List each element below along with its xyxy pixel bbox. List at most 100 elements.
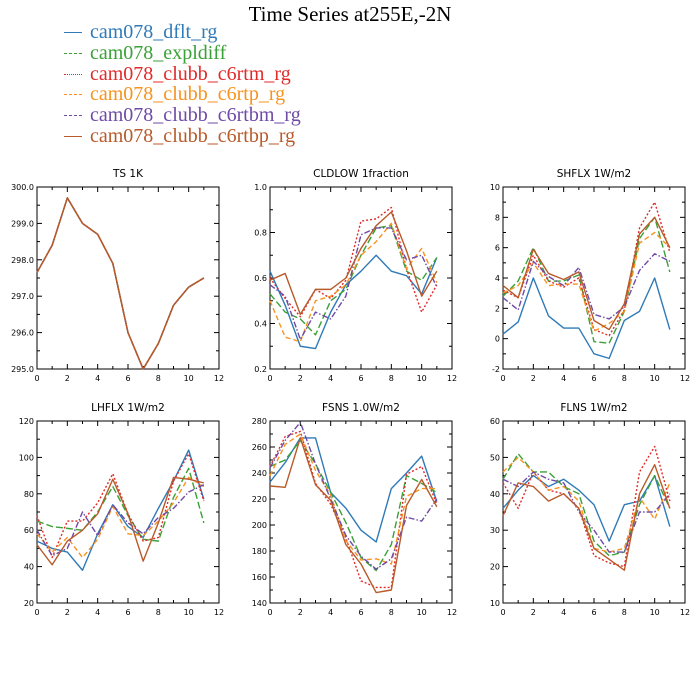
series-line-cam078_clubb_c6rtp_rg xyxy=(502,231,671,332)
legend-line-swatch xyxy=(64,52,82,54)
x-tick-label: 8 xyxy=(622,608,627,617)
x-tick-label: 10 xyxy=(417,608,427,617)
y-tick-label: 0.8 xyxy=(254,229,267,238)
x-tick-label: 4 xyxy=(328,374,333,383)
x-tick-label: 6 xyxy=(358,608,363,617)
y-tick-label: 20 xyxy=(490,563,500,572)
x-tick-label: 4 xyxy=(328,608,333,617)
series-line-cam078_clubb_c6rtm_rg xyxy=(36,197,205,370)
y-tick-label: 0.4 xyxy=(254,320,267,329)
y-tick-label: 200 xyxy=(252,521,267,530)
y-tick-label: 120 xyxy=(19,417,34,426)
series-line-cam078_expldiff xyxy=(269,439,438,572)
legend-line-swatch xyxy=(64,94,82,96)
y-tick-label: 1.0 xyxy=(254,183,267,192)
y-tick-label: 80 xyxy=(24,490,34,499)
series-line-cam078_clubb_c6rtbp_rg xyxy=(36,476,204,566)
x-tick-label: 4 xyxy=(95,608,100,617)
series-line-cam078_expldiff xyxy=(36,197,205,370)
y-tick-label: 10 xyxy=(490,183,500,192)
chart-panel: FLNS 1W/m2 0 2 4 6 8 10 12 10 20 30 40 50 60 xyxy=(490,402,690,617)
y-tick-label: 20 xyxy=(24,599,34,608)
series-line-cam078_clubb_c6rtm_rg xyxy=(36,453,205,559)
y-tick-label: 60 xyxy=(24,526,34,535)
x-tick-label: 6 xyxy=(125,374,130,383)
series-line-cam078_clubb_c6rtbm_rg xyxy=(36,484,205,557)
x-tick-label: 2 xyxy=(298,608,303,617)
x-tick-label: 2 xyxy=(531,608,536,617)
y-tick-label: 300.0 xyxy=(11,183,34,192)
x-tick-label: 0 xyxy=(500,608,505,617)
legend-label: cam078_dflt_rg xyxy=(90,21,218,43)
y-tick-label: 160 xyxy=(252,573,267,582)
x-tick-label: 12 xyxy=(447,374,457,383)
chart-title: CLDLOW 1fraction xyxy=(313,168,409,180)
series-line-cam078_clubb_c6rtp_rg xyxy=(269,222,438,343)
series-line-cam078_clubb_c6rtm_rg xyxy=(502,201,671,337)
y-tick-label: 6 xyxy=(495,244,500,253)
y-tick-label: 4 xyxy=(495,274,500,283)
legend-label: cam078_clubb_c6rtbp_rg xyxy=(90,124,296,147)
x-tick-label: 4 xyxy=(561,374,566,383)
series-line-cam078_expldiff xyxy=(269,224,438,336)
chart-title: LHFLX 1W/m2 xyxy=(91,402,165,414)
series-line-cam078_dflt_rg xyxy=(502,474,671,542)
plot-frame xyxy=(36,186,220,370)
series-line-cam078_dflt_rg xyxy=(36,197,205,370)
series-line-cam078_clubb_c6rtm_rg xyxy=(502,445,671,568)
x-tick-label: 12 xyxy=(214,374,224,383)
y-tick-label: 0.6 xyxy=(254,274,267,283)
series-line-cam078_dflt_rg xyxy=(36,449,205,571)
y-tick-label: 140 xyxy=(252,599,267,608)
x-tick-label: 6 xyxy=(125,608,130,617)
y-tick-label: 0 xyxy=(495,335,500,344)
x-tick-label: 8 xyxy=(156,374,161,383)
x-tick-label: 6 xyxy=(591,374,596,383)
y-tick-label: 295.0 xyxy=(11,365,34,374)
legend-line-swatch xyxy=(64,73,82,75)
x-tick-label: 0 xyxy=(34,608,39,617)
series-line-cam078_dflt_rg xyxy=(269,254,438,350)
series-line-cam078_clubb_c6rtp_rg xyxy=(36,476,205,559)
x-tick-label: 4 xyxy=(95,374,100,383)
x-tick-label: 6 xyxy=(591,608,596,617)
y-tick-label: 260 xyxy=(252,443,267,452)
series-line-cam078_expldiff xyxy=(502,216,671,344)
series-line-cam078_clubb_c6rtbm_rg xyxy=(502,253,671,320)
series-line-cam078_clubb_c6rtp_rg xyxy=(269,433,437,565)
x-tick-label: 2 xyxy=(65,374,70,383)
series-line-cam078_clubb_c6rtbp_rg xyxy=(36,197,205,370)
x-tick-label: 0 xyxy=(267,374,272,383)
x-tick-label: 8 xyxy=(156,608,161,617)
x-tick-label: 12 xyxy=(680,374,690,383)
chart-panel: LHFLX 1W/m2 0 2 4 6 8 10 12 20 40 60 80 100 120 xyxy=(19,402,224,617)
chart-panel: CLDLOW 1fraction 0 2 4 6 8 10 12 0.2 0.4 0.6 0.8 1.0 xyxy=(254,168,457,383)
y-tick-label: 220 xyxy=(252,495,267,504)
x-tick-label: 2 xyxy=(65,608,70,617)
legend-line-swatch xyxy=(64,32,82,33)
legend-label: cam078_clubb_c6rtm_rg xyxy=(90,62,291,85)
x-tick-label: 12 xyxy=(214,608,224,617)
legend-label: cam078_expldiff xyxy=(90,41,227,64)
x-tick-label: 8 xyxy=(622,374,627,383)
y-tick-label: 2 xyxy=(495,304,500,313)
chart-title: FSNS 1.0W/m2 xyxy=(322,402,400,414)
x-tick-label: 4 xyxy=(561,608,566,617)
x-tick-label: 6 xyxy=(358,374,363,383)
x-tick-label: 8 xyxy=(389,374,394,383)
x-tick-label: 8 xyxy=(389,608,394,617)
y-tick-label: 299.0 xyxy=(11,219,34,228)
legend-label: cam078_clubb_c6rtbm_rg xyxy=(90,104,301,127)
series-line-cam078_clubb_c6rtp_rg xyxy=(36,197,205,370)
x-tick-label: 0 xyxy=(500,374,505,383)
plot-frame xyxy=(269,186,453,370)
series-line-cam078_clubb_c6rtbp_rg xyxy=(269,437,438,594)
series-line-cam078_clubb_c6rtbm_rg xyxy=(36,197,205,370)
chart-panel: FSNS 1.0W/m2 0 2 4 6 8 10 12 140 160 180 200 220 240 2… xyxy=(252,402,457,617)
page-title: Time Series at255E,-2N xyxy=(248,2,452,26)
y-tick-label: -2 xyxy=(492,365,500,374)
series-line-cam078_clubb_c6rtbm_rg xyxy=(269,421,438,570)
series-line-cam078_clubb_c6rtm_rg xyxy=(269,206,438,318)
y-tick-label: 40 xyxy=(490,490,500,499)
